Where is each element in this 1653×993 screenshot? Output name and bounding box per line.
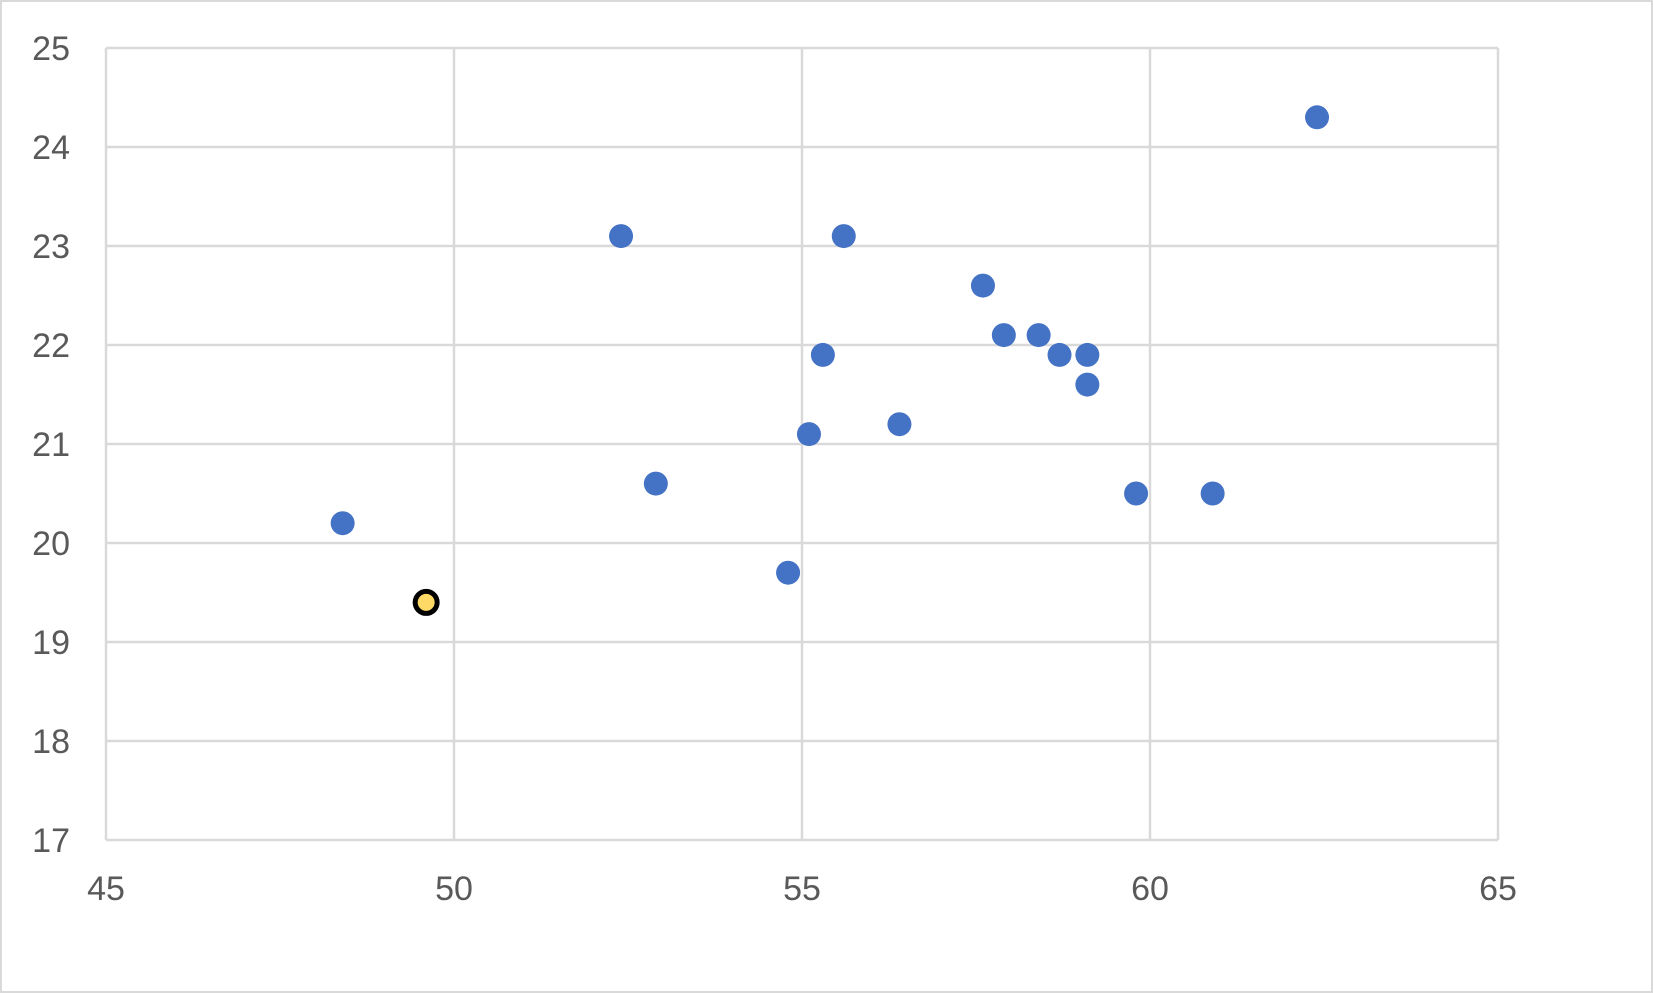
data-point — [796, 422, 821, 447]
data-point — [643, 471, 668, 496]
data-point — [810, 342, 835, 367]
y-tick-label: 19 — [32, 624, 70, 662]
data-point — [1124, 481, 1149, 506]
data-point — [887, 412, 912, 437]
data-point — [1075, 342, 1100, 367]
data-point — [776, 560, 801, 585]
y-tick-label: 20 — [32, 525, 70, 563]
data-point — [609, 224, 634, 249]
x-tick-label: 60 — [1131, 870, 1169, 908]
y-tick-label: 17 — [32, 822, 70, 860]
data-point — [1200, 481, 1225, 506]
highlighted-data-point — [412, 588, 440, 616]
data-points — [330, 105, 1330, 616]
y-tick-label: 22 — [32, 327, 70, 365]
data-point — [330, 511, 355, 536]
y-tick-label: 24 — [32, 129, 70, 167]
y-tick-label: 23 — [32, 228, 70, 266]
grid-lines — [104, 46, 1500, 842]
y-tick-label: 21 — [32, 426, 70, 464]
data-point — [1047, 342, 1072, 367]
y-tick-label: 25 — [32, 30, 70, 68]
data-point — [831, 224, 856, 249]
x-tick-label: 55 — [783, 870, 821, 908]
x-tick-label: 45 — [87, 870, 125, 908]
tick-labels: 17 18 19 20 21 22 23 24 25 45 50 55 60 65 — [32, 30, 1517, 908]
y-tick-label: 18 — [32, 723, 70, 761]
x-tick-label: 50 — [435, 870, 473, 908]
data-point — [970, 273, 995, 298]
data-point — [1075, 372, 1100, 397]
data-point — [1026, 323, 1051, 348]
data-point — [991, 323, 1016, 348]
x-tick-label: 65 — [1479, 870, 1517, 908]
data-point — [1305, 105, 1330, 130]
